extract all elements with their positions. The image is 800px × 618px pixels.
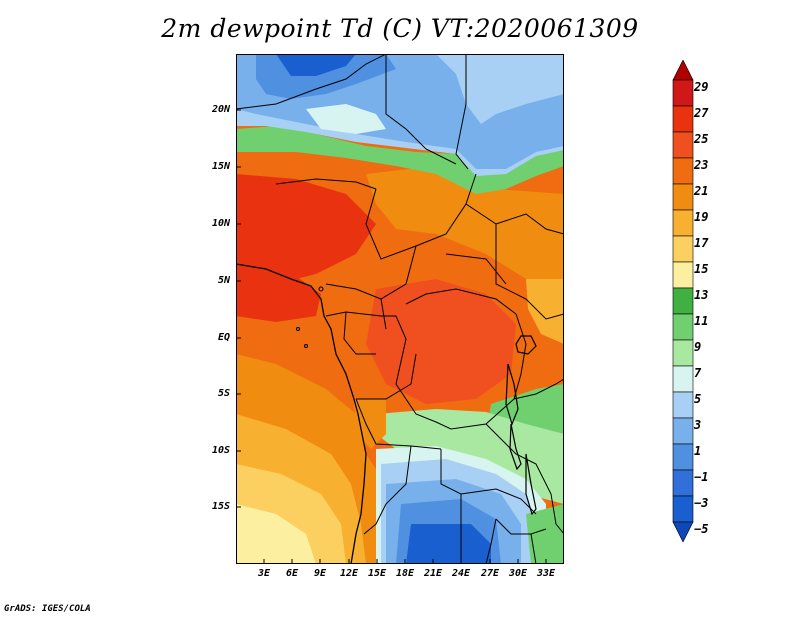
lon-label: 24E (451, 568, 471, 579)
lat-label: 15S (211, 501, 230, 512)
colorbar-swatch (672, 209, 694, 237)
region-sahara-cyan (306, 104, 386, 134)
lon-label: 3E (257, 568, 271, 579)
map-frame (236, 54, 564, 564)
colorbar-label: 9 (694, 340, 702, 354)
colorbar-swatch (672, 469, 694, 497)
colorbar-label: −1 (694, 470, 709, 484)
lon-label: 9E (313, 568, 327, 579)
lon-label: 21E (423, 568, 443, 579)
islands (296, 286, 324, 348)
great-lakes (505, 335, 537, 516)
colorbar-label: 1 (694, 444, 702, 458)
lon-label: 33E (536, 568, 556, 579)
colorbar-swatch (672, 443, 694, 471)
colorbar-label: 15 (694, 262, 709, 276)
colorbar-swatch (672, 157, 694, 185)
lat-label: 5N (217, 275, 230, 286)
region-congo-red (366, 279, 516, 404)
colorbar-swatch (672, 391, 694, 419)
dewpoint-map (236, 54, 564, 564)
region-south-verydry (406, 524, 491, 564)
region-north-green (236, 126, 564, 194)
region-north-orange (366, 166, 564, 284)
coastline (236, 263, 367, 564)
colorbar-label: 11 (694, 314, 709, 328)
colorbar-swatch (672, 79, 694, 107)
region-guinea-red (236, 264, 321, 322)
lon-label: 6E (285, 568, 299, 579)
colorbar-swatch (672, 313, 694, 341)
colorbar-label: 3 (694, 418, 702, 432)
colorbar-swatch (672, 287, 694, 315)
colorbar-bottom-arrow (672, 521, 694, 543)
colorbar-label: 7 (694, 366, 702, 380)
region-sw-pale (236, 504, 316, 564)
lat-label: 20N (211, 104, 230, 115)
lat-label: EQ (217, 332, 230, 343)
lat-label: 10N (211, 218, 230, 229)
colorbar-label: 25 (694, 132, 709, 146)
lat-label: 5S (217, 388, 230, 399)
colorbar-swatch (672, 339, 694, 367)
colorbar-swatch (672, 261, 694, 289)
lon-label: 18E (395, 568, 415, 579)
colorbar-swatch (672, 131, 694, 159)
lat-label: 10S (211, 445, 230, 456)
colorbar-label: 29 (694, 80, 709, 94)
region-east-lightorange (526, 279, 564, 344)
colorbar-label: 27 (694, 106, 709, 120)
map-title: 2m dewpoint Td (C) VT:2020061309 (161, 14, 639, 43)
colorbar (672, 60, 694, 543)
region-sahel-red (236, 174, 376, 284)
colorbar-swatch (672, 417, 694, 445)
colorbar-label: 21 (694, 184, 709, 198)
colorbar-label: −5 (694, 522, 709, 536)
country-borders (236, 54, 564, 564)
lon-label: 27E (480, 568, 500, 579)
colorbar-label: 5 (694, 392, 702, 406)
colorbar-label: −3 (694, 496, 709, 510)
colorbar-swatch (672, 495, 694, 523)
colorbar-swatch (672, 235, 694, 263)
lat-label: 15N (211, 161, 230, 172)
grads-credit: GrADS: IGES/COLA (4, 604, 91, 614)
colorbar-label: 23 (694, 158, 709, 172)
lon-label: 30E (508, 568, 528, 579)
lon-label: 12E (339, 568, 359, 579)
region-southeast-green (526, 504, 564, 564)
colorbar-label: 19 (694, 210, 709, 224)
colorbar-swatch (672, 365, 694, 393)
lon-label: 15E (367, 568, 387, 579)
region-sahara-verydry (276, 54, 356, 76)
axis-ticks (236, 109, 547, 564)
colorbar-label: 17 (694, 236, 709, 250)
colorbar-swatch (672, 183, 694, 211)
colorbar-label: 13 (694, 288, 709, 302)
colorbar-swatch (672, 105, 694, 133)
colorbar-top-arrow (672, 60, 694, 81)
